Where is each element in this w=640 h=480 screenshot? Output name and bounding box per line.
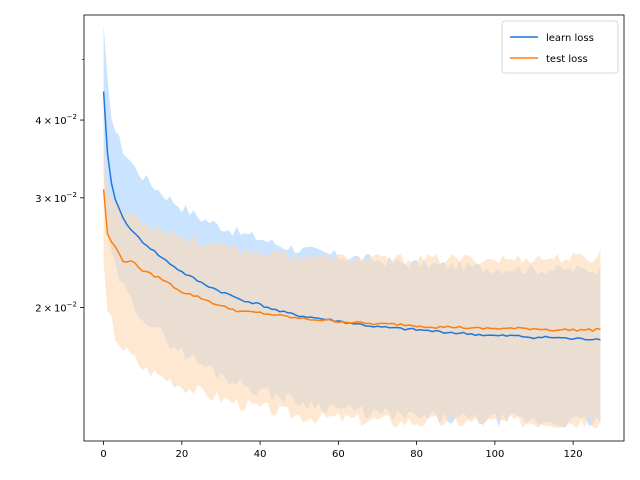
legend-frame [501,20,619,74]
series-lines [102,91,601,341]
legend-label: test loss [546,54,588,65]
x-tick-label: 80 [410,449,423,460]
y-axis-ticks: 2 × 10−2 3 × 10−2 4 × 10−2 [35,59,84,314]
y-tick-label: 2 × 10−2 [35,300,77,314]
x-tick-label: 0 [100,449,106,460]
x-tick-label: 100 [485,449,504,460]
x-axis-ticks: 0 20 40 60 80 100 120 [100,441,583,460]
band-1 [103,135,601,429]
y-tick-label: 4 × 10−2 [35,113,77,127]
legend: learn loss test loss [501,20,619,74]
x-tick-label: 120 [564,449,583,460]
plot-frame [83,14,625,442]
series-line-1 [102,189,601,332]
legend-label: learn loss [546,33,594,44]
y-tick-label: 3 × 10−2 [35,191,77,205]
x-tick-label: 60 [332,449,345,460]
x-tick-label: 40 [254,449,267,460]
x-tick-label: 20 [175,449,188,460]
